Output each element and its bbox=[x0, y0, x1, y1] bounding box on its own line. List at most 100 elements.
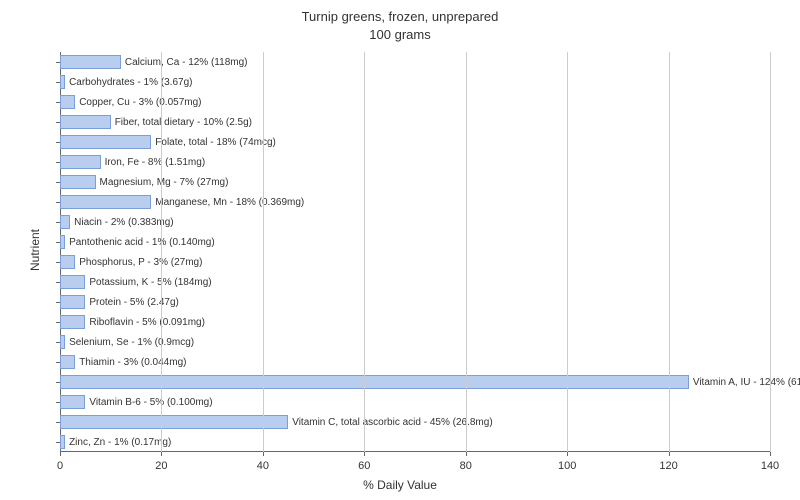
chart-container: Turnip greens, frozen, unprepared 100 gr… bbox=[0, 0, 800, 500]
bar-label: Thiamin - 3% (0.044mg) bbox=[79, 357, 186, 368]
bar-row: Folate, total - 18% (74mcg) bbox=[60, 135, 276, 149]
x-tick-label: 20 bbox=[155, 460, 167, 472]
bar-row: Vitamin A, IU - 124% (6184IU) bbox=[60, 375, 800, 389]
bar-row: Selenium, Se - 1% (0.9mcg) bbox=[60, 335, 194, 349]
y-axis-title: Nutrient bbox=[28, 229, 42, 271]
y-tick bbox=[56, 262, 60, 263]
bar-row: Vitamin B-6 - 5% (0.100mg) bbox=[60, 395, 213, 409]
bar bbox=[60, 115, 111, 129]
bar-label: Copper, Cu - 3% (0.057mg) bbox=[79, 97, 201, 108]
bar-label: Riboflavin - 5% (0.091mg) bbox=[89, 317, 205, 328]
bar-row: Pantothenic acid - 1% (0.140mg) bbox=[60, 235, 215, 249]
x-tick bbox=[60, 452, 61, 456]
bar-row: Calcium, Ca - 12% (118mg) bbox=[60, 55, 247, 69]
y-tick bbox=[56, 142, 60, 143]
x-tick bbox=[669, 452, 670, 456]
y-tick bbox=[56, 82, 60, 83]
bar bbox=[60, 195, 151, 209]
bar bbox=[60, 175, 96, 189]
x-axis-title: % Daily Value bbox=[0, 478, 800, 492]
bar bbox=[60, 375, 689, 389]
bar-label: Vitamin A, IU - 124% (6184IU) bbox=[693, 377, 800, 388]
x-tick bbox=[161, 452, 162, 456]
x-tick-label: 60 bbox=[358, 460, 370, 472]
gridline bbox=[770, 52, 771, 452]
x-tick bbox=[466, 452, 467, 456]
x-tick bbox=[770, 452, 771, 456]
bar-row: Magnesium, Mg - 7% (27mg) bbox=[60, 175, 228, 189]
bar bbox=[60, 75, 65, 89]
chart-title: Turnip greens, frozen, unprepared 100 gr… bbox=[0, 0, 800, 43]
bar bbox=[60, 335, 65, 349]
x-tick bbox=[567, 452, 568, 456]
bar bbox=[60, 155, 101, 169]
gridline bbox=[161, 52, 162, 452]
bar-row: Copper, Cu - 3% (0.057mg) bbox=[60, 95, 201, 109]
bar bbox=[60, 235, 65, 249]
x-tick-label: 0 bbox=[57, 460, 63, 472]
bar-row: Manganese, Mn - 18% (0.369mg) bbox=[60, 195, 304, 209]
gridline bbox=[567, 52, 568, 452]
bar-row: Zinc, Zn - 1% (0.17mg) bbox=[60, 435, 171, 449]
y-tick bbox=[56, 382, 60, 383]
x-tick-label: 40 bbox=[257, 460, 269, 472]
y-tick bbox=[56, 122, 60, 123]
bar-label: Manganese, Mn - 18% (0.369mg) bbox=[155, 197, 304, 208]
bar-label: Iron, Fe - 8% (1.51mg) bbox=[105, 157, 206, 168]
x-tick-label: 100 bbox=[558, 460, 576, 472]
gridline bbox=[263, 52, 264, 452]
bar-label: Phosphorus, P - 3% (27mg) bbox=[79, 257, 202, 268]
bar-row: Iron, Fe - 8% (1.51mg) bbox=[60, 155, 205, 169]
y-tick bbox=[56, 162, 60, 163]
bar bbox=[60, 295, 85, 309]
bar-row: Vitamin C, total ascorbic acid - 45% (26… bbox=[60, 415, 493, 429]
bars-group: Calcium, Ca - 12% (118mg) Carbohydrates -… bbox=[60, 52, 770, 452]
bar-row: Riboflavin - 5% (0.091mg) bbox=[60, 315, 205, 329]
bar-label: Potassium, K - 5% (184mg) bbox=[89, 277, 211, 288]
y-tick bbox=[56, 422, 60, 423]
bar bbox=[60, 55, 121, 69]
bar-row: Fiber, total dietary - 10% (2.5g) bbox=[60, 115, 252, 129]
y-tick bbox=[56, 342, 60, 343]
title-line-2: 100 grams bbox=[369, 27, 430, 42]
bar bbox=[60, 275, 85, 289]
y-tick bbox=[56, 182, 60, 183]
y-tick bbox=[56, 102, 60, 103]
bar bbox=[60, 435, 65, 449]
bar-row: Phosphorus, P - 3% (27mg) bbox=[60, 255, 202, 269]
bar-label: Selenium, Se - 1% (0.9mcg) bbox=[69, 337, 194, 348]
gridline bbox=[669, 52, 670, 452]
gridline bbox=[364, 52, 365, 452]
bar-row: Carbohydrates - 1% (3.67g) bbox=[60, 75, 192, 89]
bar-label: Vitamin C, total ascorbic acid - 45% (26… bbox=[292, 417, 492, 428]
bar-label: Niacin - 2% (0.383mg) bbox=[74, 217, 173, 228]
bar-label: Protein - 5% (2.47g) bbox=[89, 297, 179, 308]
bar-row: Potassium, K - 5% (184mg) bbox=[60, 275, 212, 289]
bar bbox=[60, 215, 70, 229]
bar-label: Vitamin B-6 - 5% (0.100mg) bbox=[89, 397, 212, 408]
bar-label: Carbohydrates - 1% (3.67g) bbox=[69, 77, 192, 88]
y-tick bbox=[56, 362, 60, 363]
bar bbox=[60, 95, 75, 109]
y-tick bbox=[56, 222, 60, 223]
bar-label: Pantothenic acid - 1% (0.140mg) bbox=[69, 237, 215, 248]
y-tick bbox=[56, 62, 60, 63]
bar bbox=[60, 135, 151, 149]
y-tick bbox=[56, 442, 60, 443]
x-tick bbox=[263, 452, 264, 456]
x-tick-label: 80 bbox=[460, 460, 472, 472]
y-tick bbox=[56, 202, 60, 203]
bar-row: Thiamin - 3% (0.044mg) bbox=[60, 355, 186, 369]
bar-label: Calcium, Ca - 12% (118mg) bbox=[125, 57, 248, 68]
x-tick bbox=[364, 452, 365, 456]
y-tick bbox=[56, 282, 60, 283]
bar-label: Folate, total - 18% (74mcg) bbox=[155, 137, 276, 148]
gridline bbox=[466, 52, 467, 452]
x-tick-label: 140 bbox=[761, 460, 779, 472]
x-tick-label: 120 bbox=[659, 460, 677, 472]
y-tick bbox=[56, 242, 60, 243]
y-tick bbox=[56, 302, 60, 303]
bar bbox=[60, 255, 75, 269]
plot-area: Calcium, Ca - 12% (118mg) Carbohydrates -… bbox=[60, 52, 770, 452]
bar-label: Magnesium, Mg - 7% (27mg) bbox=[100, 177, 229, 188]
